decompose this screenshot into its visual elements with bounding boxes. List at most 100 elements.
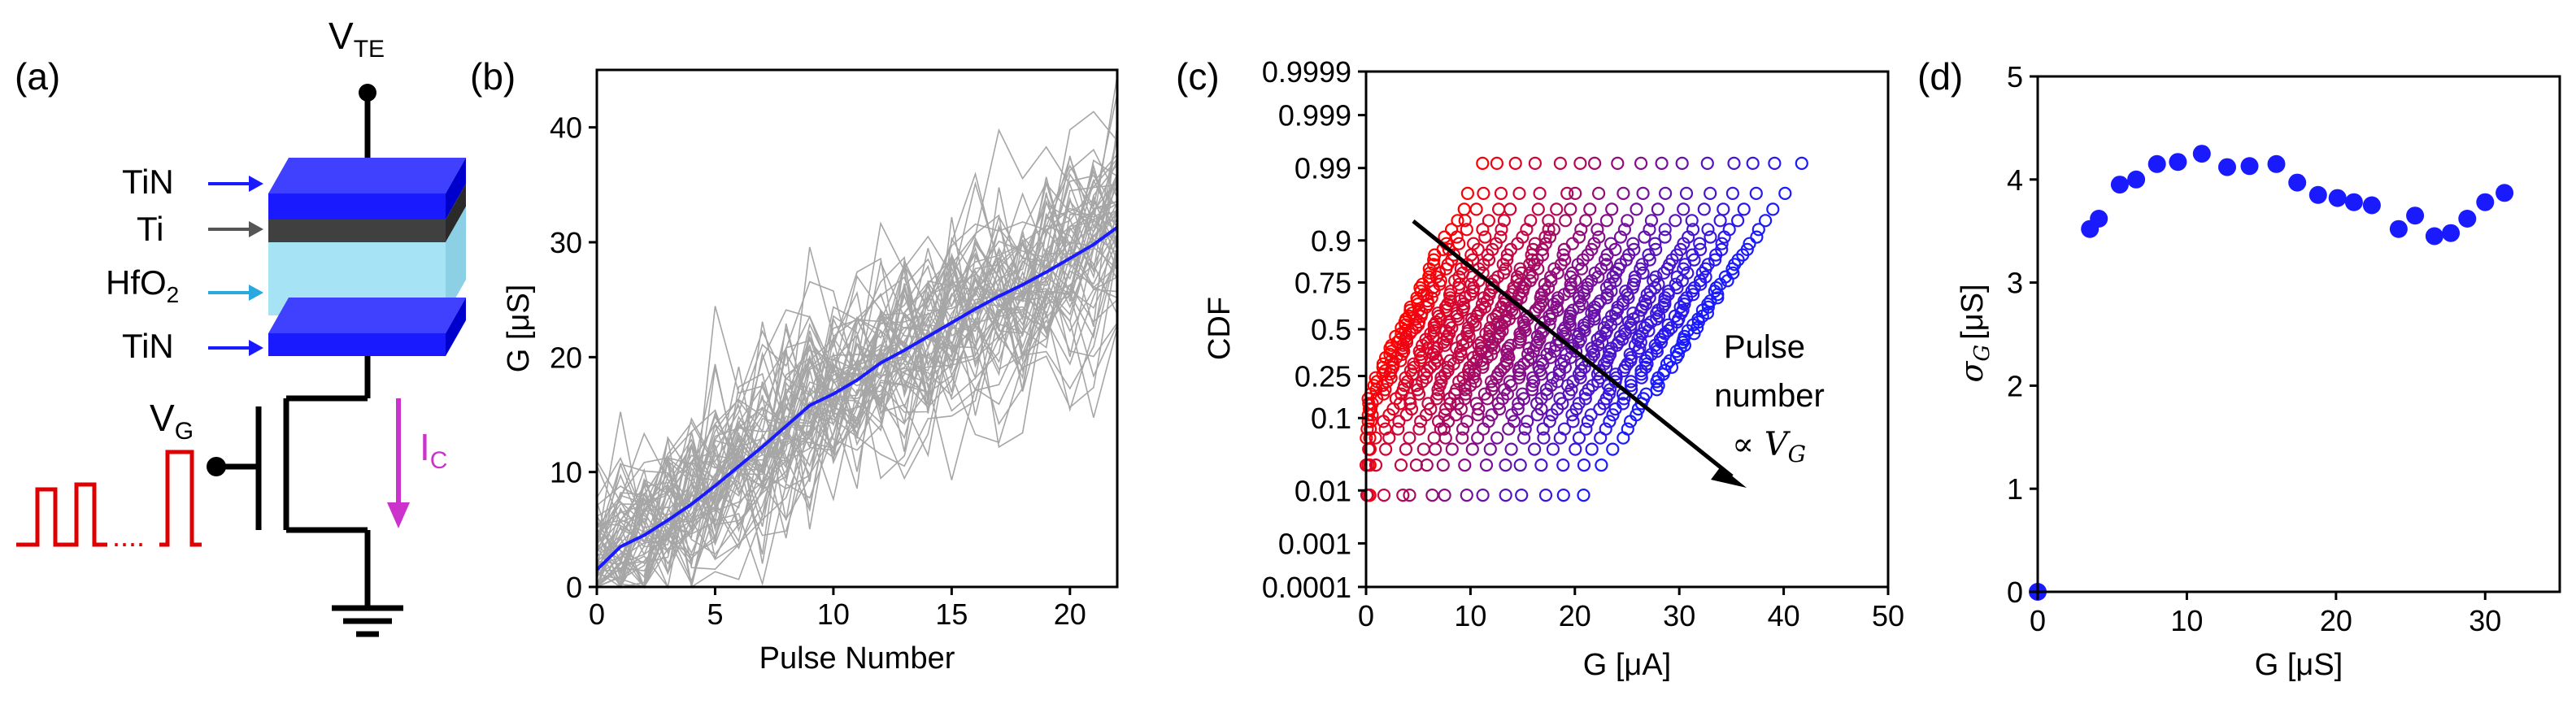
d-sigma-point bbox=[2476, 193, 2495, 211]
c-cdf-point bbox=[1708, 253, 1722, 267]
c-cdf-point bbox=[1478, 300, 1492, 314]
c-cdf-point bbox=[1573, 156, 1587, 170]
d-sigma-point bbox=[2288, 173, 2307, 192]
c-cdf-point bbox=[1464, 277, 1478, 291]
c-cdf-point bbox=[1476, 156, 1490, 170]
c-cdf-point bbox=[1419, 300, 1433, 314]
c-cdf-point bbox=[1368, 431, 1382, 445]
b-x-tick-label: 5 bbox=[707, 598, 723, 631]
c-cdf-point bbox=[1704, 230, 1717, 244]
c-cdf-point bbox=[1591, 270, 1605, 284]
c-y-tick-label: 0.999 bbox=[1278, 99, 1351, 133]
c-cdf-point bbox=[1491, 202, 1506, 216]
c-cdf-point bbox=[1460, 415, 1474, 428]
c-cdf-point bbox=[1693, 237, 1707, 250]
c-cdf-point bbox=[1515, 488, 1529, 502]
c-cdf-point bbox=[1599, 214, 1614, 228]
c-cdf-point bbox=[1559, 214, 1573, 228]
c-cdf-point bbox=[1709, 280, 1723, 295]
c-cdf-point bbox=[1513, 458, 1527, 472]
c-cdf-point bbox=[1661, 318, 1675, 332]
c-y-tick-label: 0.01 bbox=[1295, 474, 1351, 507]
c-cdf-point bbox=[1516, 230, 1530, 244]
c-cdf-point bbox=[1503, 338, 1517, 352]
c-cdf-point bbox=[1599, 422, 1612, 436]
c-cdf-point bbox=[1521, 415, 1534, 428]
c-cdf-point bbox=[1640, 288, 1654, 302]
c-cdf-point bbox=[1449, 341, 1464, 355]
c-cdf-point bbox=[1572, 230, 1586, 244]
c-cdf-point bbox=[1538, 230, 1552, 244]
pulse-train-last bbox=[159, 450, 202, 547]
c-cdf-point bbox=[1658, 291, 1672, 305]
c-cdf-point bbox=[1556, 248, 1570, 262]
c-cdf-point bbox=[1630, 408, 1643, 422]
c-cdf-point bbox=[1496, 298, 1511, 311]
c-cdf-point bbox=[1458, 214, 1472, 228]
c-cdf-point bbox=[1643, 223, 1656, 237]
c-cdf-point bbox=[1686, 223, 1700, 237]
c-cdf-points bbox=[1359, 156, 1808, 502]
c-cdf-point bbox=[1575, 298, 1589, 311]
c-cdf-point bbox=[1587, 237, 1601, 250]
c-cdf-point bbox=[1612, 336, 1625, 350]
c-cdf-point bbox=[1497, 214, 1512, 228]
tin-bottom-label: TiN bbox=[122, 327, 174, 365]
c-cdf-point bbox=[1512, 186, 1526, 200]
device-stack bbox=[268, 158, 466, 356]
transistor bbox=[223, 356, 403, 637]
d-x-tick-label: 0 bbox=[2030, 604, 2046, 637]
c-cdf-point bbox=[1649, 242, 1663, 256]
c-cdf-point bbox=[1643, 291, 1656, 305]
c-cdf-point bbox=[1546, 371, 1560, 385]
c-x-tick-label: 30 bbox=[1663, 599, 1695, 632]
b-gray-trace bbox=[597, 207, 1118, 588]
c-cdf-point bbox=[1368, 458, 1383, 472]
c-cdf-point bbox=[1462, 329, 1476, 343]
c-cdf-point bbox=[1477, 387, 1492, 401]
c-cdf-point bbox=[1427, 345, 1441, 359]
c-cdf-point bbox=[1626, 306, 1640, 320]
b-gray-trace bbox=[596, 178, 1118, 588]
c-cdf-point bbox=[1591, 186, 1606, 200]
vg-label: VG bbox=[150, 397, 194, 445]
c-cdf-point bbox=[1626, 237, 1640, 250]
c-cdf-point bbox=[1648, 237, 1662, 250]
c-cdf-point bbox=[1605, 202, 1619, 216]
c-cdf-point bbox=[1634, 336, 1647, 350]
panel-d-label: (d) bbox=[1917, 55, 1963, 98]
b-y-tick-label: 30 bbox=[550, 226, 582, 259]
c-cdf-point bbox=[1713, 214, 1727, 228]
c-cdf-point bbox=[1476, 488, 1490, 502]
c-cdf-point bbox=[1443, 354, 1457, 367]
c-cdf-point bbox=[1639, 387, 1653, 401]
b-axes-frame bbox=[595, 68, 1119, 589]
c-cdf-point bbox=[1368, 371, 1382, 385]
c-cdf-point bbox=[1621, 214, 1634, 228]
c-y-tick-label: 0.1 bbox=[1311, 402, 1351, 435]
panel-d: (d) 0 10 20 30 0 1 2 3 4 5 G [μS] σG[μS] bbox=[1917, 55, 2561, 682]
c-cdf-point bbox=[1676, 303, 1690, 317]
c-cdf-point bbox=[1490, 156, 1504, 170]
c-cdf-point bbox=[1466, 237, 1481, 250]
c-cdf-point bbox=[1445, 442, 1459, 456]
b-x-tick-label: 0 bbox=[589, 598, 605, 631]
panel-b-label: (b) bbox=[470, 55, 516, 98]
c-annotation-arrow bbox=[1412, 219, 1734, 478]
c-annotation-line2: number bbox=[1714, 378, 1825, 414]
c-cdf-point bbox=[1442, 242, 1456, 256]
c-cdf-point bbox=[1489, 237, 1503, 250]
c-cdf-point bbox=[1447, 274, 1462, 288]
b-mean-series bbox=[595, 225, 1119, 571]
c-cdf-point bbox=[1420, 363, 1434, 378]
c-cdf-point bbox=[1550, 300, 1564, 314]
c-y-ticks: 0.0001 0.001 0.01 0.1 0.25 0.5 0.75 0.9 0.99 0.99… bbox=[1262, 55, 1366, 604]
c-cdf-point bbox=[1551, 266, 1564, 280]
c-annotation-line3: ∝ VG bbox=[1732, 426, 1806, 467]
c-cdf-point bbox=[1525, 371, 1540, 385]
c-cdf-point bbox=[1582, 383, 1595, 397]
d-y-tick-label: 3 bbox=[2007, 267, 2023, 300]
c-cdf-point bbox=[1510, 270, 1525, 284]
c-cdf-point bbox=[1403, 363, 1417, 378]
c-cdf-point bbox=[1499, 488, 1512, 502]
